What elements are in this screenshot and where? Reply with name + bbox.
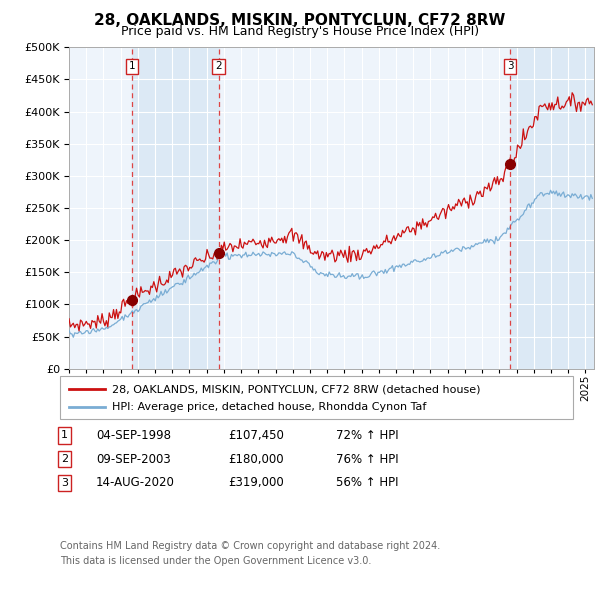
Text: 1: 1 [129,61,136,71]
Text: This data is licensed under the Open Government Licence v3.0.: This data is licensed under the Open Gov… [60,556,371,565]
Text: Contains HM Land Registry data © Crown copyright and database right 2024.: Contains HM Land Registry data © Crown c… [60,541,440,550]
Text: 72% ↑ HPI: 72% ↑ HPI [336,429,398,442]
Text: Price paid vs. HM Land Registry's House Price Index (HPI): Price paid vs. HM Land Registry's House … [121,25,479,38]
Text: 09-SEP-2003: 09-SEP-2003 [96,453,171,466]
Text: £180,000: £180,000 [228,453,284,466]
Text: 2: 2 [61,454,68,464]
Bar [510,47,594,369]
Bar [132,47,218,369]
Text: 2: 2 [215,61,222,71]
Text: 76% ↑ HPI: 76% ↑ HPI [336,453,398,466]
Text: 28, OAKLANDS, MISKIN, PONTYCLUN, CF72 8RW: 28, OAKLANDS, MISKIN, PONTYCLUN, CF72 8R… [94,13,506,28]
Text: 04-SEP-1998: 04-SEP-1998 [96,429,171,442]
Text: HPI: Average price, detached house, Rhondda Cynon Taf: HPI: Average price, detached house, Rhon… [112,402,427,412]
Text: 3: 3 [61,478,68,487]
Text: 1: 1 [61,431,68,440]
Text: £319,000: £319,000 [228,476,284,489]
Text: £107,450: £107,450 [228,429,284,442]
Text: 3: 3 [506,61,514,71]
Text: 28, OAKLANDS, MISKIN, PONTYCLUN, CF72 8RW (detached house): 28, OAKLANDS, MISKIN, PONTYCLUN, CF72 8R… [112,384,481,394]
Text: 56% ↑ HPI: 56% ↑ HPI [336,476,398,489]
Text: 14-AUG-2020: 14-AUG-2020 [96,476,175,489]
